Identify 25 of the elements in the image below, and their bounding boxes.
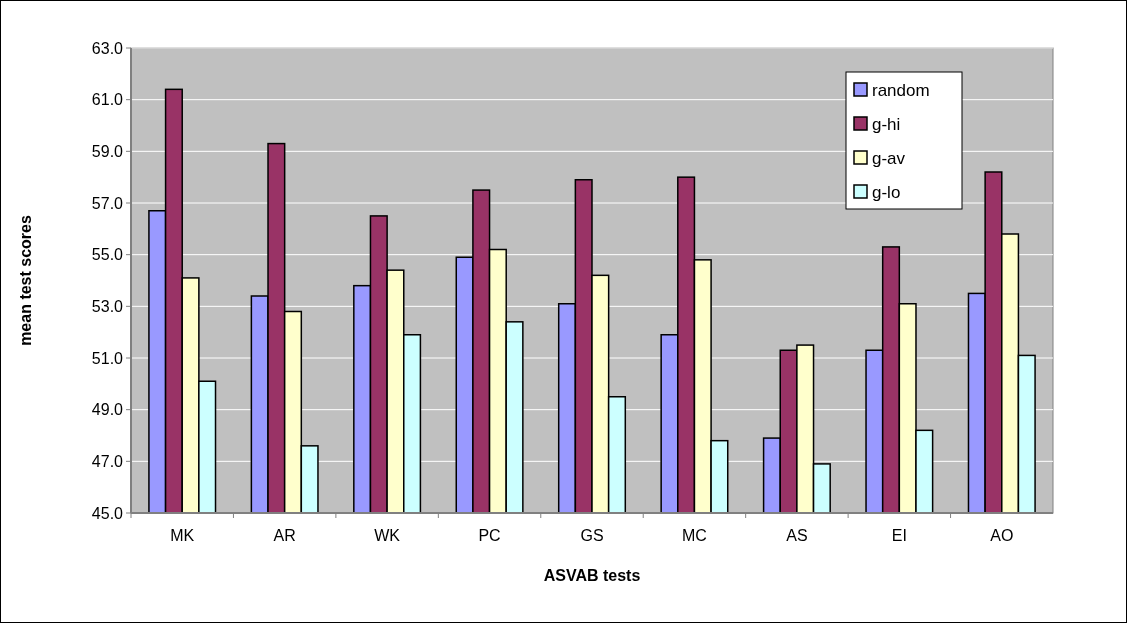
y-tick-label: 53.0 — [91, 297, 124, 315]
x-tick-label: MC — [682, 527, 707, 544]
legend-label: random — [872, 80, 930, 100]
x-tick-label: WK — [374, 527, 401, 544]
x-tick-label: GS — [580, 527, 604, 544]
x-tick-label: MK — [170, 527, 195, 544]
y-tick-label: 45.0 — [91, 504, 124, 522]
y-tick-label: 59.0 — [91, 142, 124, 160]
y-tick-label: 51.0 — [91, 349, 124, 367]
x-tick-label: AS — [786, 527, 808, 544]
legend-label: g-lo — [872, 182, 901, 202]
x-tick-label: AR — [273, 527, 296, 544]
y-tick-label: 55.0 — [91, 246, 124, 264]
y-tick-label: 47.0 — [91, 452, 124, 470]
y-tick-label: 61.0 — [91, 91, 124, 109]
x-axis-title: ASVAB tests — [543, 567, 641, 584]
y-tick-label: 63.0 — [91, 39, 124, 57]
y-tick-label: 49.0 — [91, 401, 124, 419]
y-tick-label: 57.0 — [91, 194, 124, 212]
legend-label: g-hi — [872, 114, 901, 134]
x-tick-label: AO — [990, 527, 1014, 544]
y-axis-title: mean test scores — [17, 215, 34, 346]
x-tick-label: EI — [891, 527, 907, 544]
x-tick-label: PC — [478, 527, 501, 544]
legend-label: g-av — [872, 148, 906, 168]
